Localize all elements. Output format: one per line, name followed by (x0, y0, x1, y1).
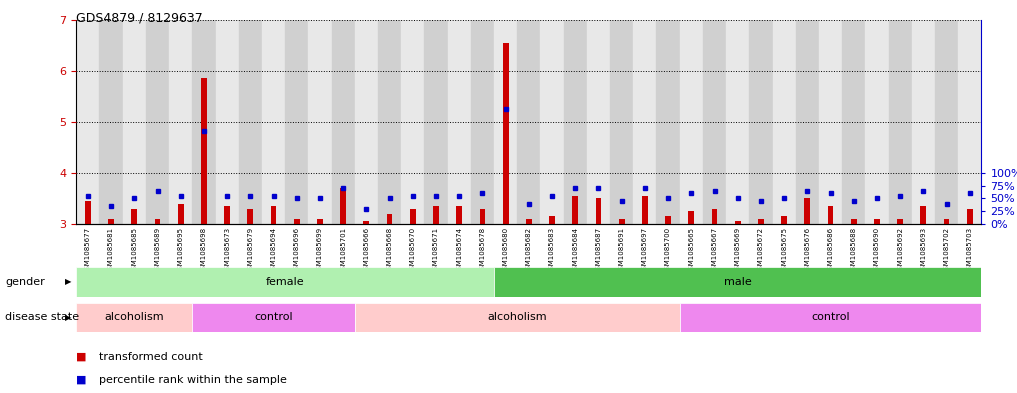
Text: ■: ■ (76, 375, 86, 385)
Bar (494, 20, 518, 224)
Bar (944, 219, 950, 224)
Bar (842, 20, 865, 224)
Text: control: control (812, 312, 850, 322)
Bar (526, 219, 532, 224)
Bar (967, 209, 972, 224)
Bar (502, 43, 508, 224)
Bar (480, 209, 485, 224)
Bar (76, 267, 494, 297)
Bar (804, 198, 811, 224)
Bar (795, 20, 819, 224)
Bar (262, 20, 285, 224)
Bar (410, 209, 416, 224)
Bar (294, 219, 300, 224)
Bar (657, 20, 679, 224)
Bar (155, 219, 161, 224)
Bar (618, 219, 624, 224)
Bar (169, 20, 192, 224)
Bar (610, 20, 634, 224)
Text: alcoholism: alcoholism (105, 312, 164, 322)
Bar (457, 206, 462, 224)
Bar (679, 303, 981, 332)
Bar (920, 206, 926, 224)
Text: ▶: ▶ (65, 277, 71, 286)
Bar (341, 188, 346, 224)
Bar (239, 20, 262, 224)
Bar (131, 209, 137, 224)
Bar (386, 214, 393, 224)
Text: female: female (265, 277, 304, 287)
Bar (935, 20, 958, 224)
Bar (308, 20, 332, 224)
Bar (355, 303, 679, 332)
Bar (216, 20, 239, 224)
Bar (642, 196, 648, 224)
Text: transformed count: transformed count (99, 352, 202, 362)
Bar (758, 219, 764, 224)
Bar (540, 20, 563, 224)
Bar (271, 206, 277, 224)
Bar (587, 20, 610, 224)
Bar (773, 20, 795, 224)
Bar (679, 20, 703, 224)
Bar (735, 221, 740, 224)
Bar (401, 20, 424, 224)
Bar (828, 206, 834, 224)
Bar (224, 206, 230, 224)
Text: gender: gender (5, 277, 45, 287)
Text: GDS4879 / 8129637: GDS4879 / 8129637 (76, 12, 203, 25)
Bar (912, 20, 935, 224)
Bar (201, 79, 206, 224)
Bar (424, 20, 447, 224)
Bar (363, 221, 369, 224)
Bar (726, 20, 750, 224)
Bar (317, 219, 322, 224)
Bar (958, 20, 981, 224)
Bar (518, 20, 540, 224)
Bar (689, 211, 695, 224)
Bar (123, 20, 145, 224)
Bar (781, 216, 787, 224)
Bar (285, 20, 308, 224)
Text: percentile rank within the sample: percentile rank within the sample (99, 375, 287, 385)
Bar (549, 216, 555, 224)
Bar (100, 20, 123, 224)
Bar (108, 219, 114, 224)
Bar (494, 267, 981, 297)
Text: control: control (254, 312, 293, 322)
Bar (573, 196, 578, 224)
Bar (596, 198, 601, 224)
Bar (665, 216, 671, 224)
Bar (634, 20, 657, 224)
Bar (712, 209, 717, 224)
Bar (750, 20, 773, 224)
Bar (76, 303, 192, 332)
Text: ▶: ▶ (65, 313, 71, 322)
Bar (76, 20, 100, 224)
Bar (819, 20, 842, 224)
Text: male: male (724, 277, 752, 287)
Bar (865, 20, 889, 224)
Bar (471, 20, 494, 224)
Bar (433, 206, 439, 224)
Bar (332, 20, 355, 224)
Bar (192, 20, 216, 224)
Bar (145, 20, 169, 224)
Bar (85, 201, 91, 224)
Bar (897, 219, 903, 224)
Bar (851, 219, 856, 224)
Bar (874, 219, 880, 224)
Text: ■: ■ (76, 352, 86, 362)
Text: disease state: disease state (5, 312, 79, 322)
Text: alcoholism: alcoholism (487, 312, 547, 322)
Bar (178, 204, 184, 224)
Bar (355, 20, 378, 224)
Bar (378, 20, 401, 224)
Bar (247, 209, 253, 224)
Bar (889, 20, 912, 224)
Bar (447, 20, 471, 224)
Bar (192, 303, 355, 332)
Bar (563, 20, 587, 224)
Bar (703, 20, 726, 224)
